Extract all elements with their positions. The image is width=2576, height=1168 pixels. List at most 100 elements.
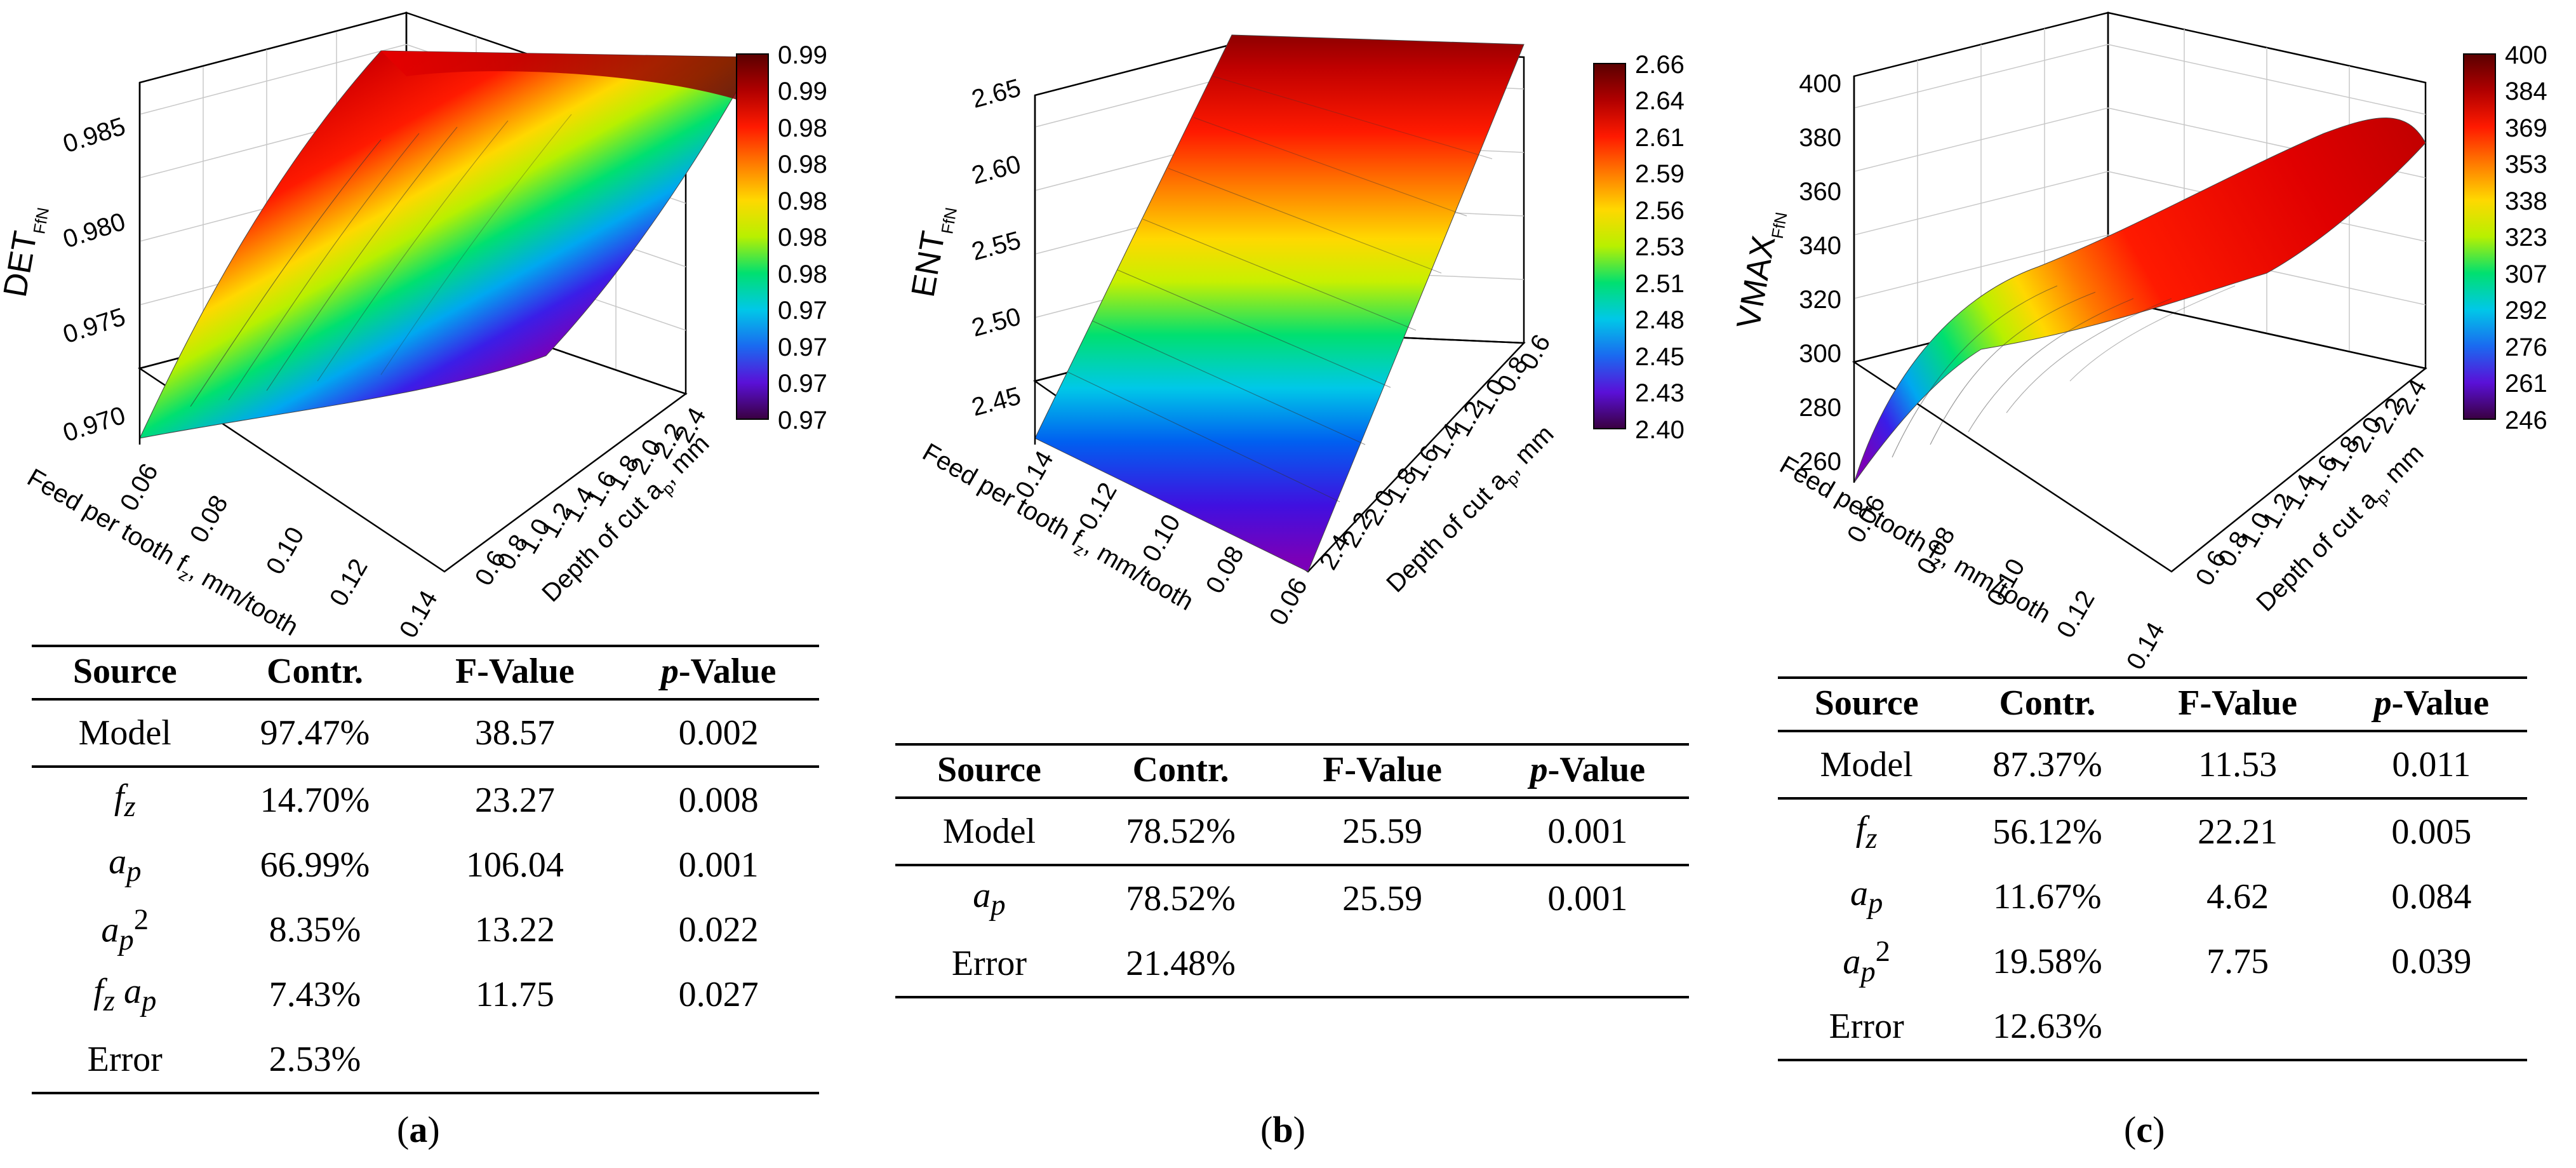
header-p: p-Value: [618, 645, 819, 701]
table-row: Error 2.53%: [32, 1027, 819, 1094]
z-tick: 2.60: [969, 150, 1024, 190]
z-tick: 0.985: [60, 112, 129, 159]
colorbar-tick: 2.56: [1635, 197, 1685, 225]
colorbar-tick: 353: [2505, 151, 2547, 178]
plot-c-surface: [1853, 117, 2426, 483]
table-row: fz 56.12% 22.21 0.005: [1778, 798, 2527, 864]
colorbar-tick: 0.97: [778, 370, 827, 398]
x-tick: 0.06: [115, 459, 164, 516]
x-tick: 0.14: [2121, 618, 2170, 675]
plot-a-colorbar: 0.99 0.99 0.98 0.98 0.98 0.98 0.98 0.97 …: [736, 41, 827, 434]
z-tick: 0.970: [60, 401, 129, 448]
z-tick: 380: [1799, 124, 1841, 152]
colorbar-tick: 2.51: [1635, 270, 1685, 298]
table-row: ap 78.52% 25.59 0.001: [895, 865, 1689, 931]
colorbar-tick: 0.98: [778, 260, 827, 288]
term-ap: ap: [973, 875, 1006, 922]
x-tick: 0.10: [1137, 510, 1186, 567]
x-tick: 0.10: [261, 523, 310, 579]
colorbar-tick: 261: [2505, 370, 2547, 398]
term-ap: ap: [1850, 873, 1883, 920]
term-fz: fz: [1855, 809, 1878, 856]
plot-c-x-axis: 0.06 0.08 0.10 0.12 0.14 Feed per tooth …: [1773, 451, 2170, 675]
table-row: ap2 19.58% 7.75 0.039: [1778, 929, 2527, 994]
z-tick: 300: [1799, 340, 1841, 368]
header-contr: Contr.: [1083, 743, 1279, 799]
colorbar-tick: 384: [2505, 77, 2547, 105]
z-tick: 2.45: [969, 382, 1024, 422]
z-tick: 320: [1799, 286, 1841, 314]
plot-a-surface: [139, 50, 756, 439]
z-tick: 2.50: [969, 302, 1024, 342]
colorbar-tick: 0.97: [778, 297, 827, 325]
plot-a-y-axis: 0.6 0.8 1.0 1.2 1.4 1.6 1.8 2.0 2.2 2.4 …: [470, 403, 715, 607]
plot-a-x-axis: 0.06 0.08 0.10 0.12 0.14 Feed per tooth …: [20, 459, 443, 645]
table-row: Error 12.63%: [1778, 994, 2527, 1061]
colorbar-tick: 2.64: [1635, 87, 1685, 115]
colorbar-tick: 323: [2505, 224, 2547, 252]
colorbar-tick: 276: [2505, 333, 2547, 361]
table-row: Error 21.48%: [895, 931, 1689, 998]
colorbar-tick: 0.97: [778, 333, 827, 361]
table-row: Model 87.37% 11.53 0.011: [1778, 731, 2527, 800]
anova-table-c: Source Contr. F-Value p-Value Model 87.37…: [1778, 676, 2527, 1061]
plot-b-colorbar: 2.66 2.64 2.61 2.59 2.56 2.53 2.51 2.48 …: [1593, 51, 1685, 444]
x-tick: 0.08: [185, 491, 234, 547]
colorbar-tick: 2.40: [1635, 416, 1685, 444]
z-tick: 2.55: [969, 226, 1024, 266]
table-row: fz ap 7.43% 11.75 0.027: [32, 962, 819, 1027]
colorbar-tick: 2.53: [1635, 233, 1685, 261]
z-axis-label: VMAXFfN: [1730, 207, 1791, 333]
plot-c-colorbar: 400 384 369 353 338 323 307 292 276 261 …: [2463, 41, 2547, 434]
colorbar-tick: 400: [2505, 41, 2547, 69]
colorbar-tick: 0.99: [778, 41, 827, 69]
x-tick: 0.08: [1201, 542, 1250, 598]
header-source: Source: [32, 645, 218, 701]
anova-table-b: Source Contr. F-Value p-Value Model 78.52…: [895, 743, 1689, 998]
header-source: Source: [895, 743, 1083, 799]
colorbar-tick: 0.98: [778, 187, 827, 215]
header-source: Source: [1778, 676, 1956, 732]
z-tick: 260: [1799, 448, 1841, 476]
x-tick: 0.06: [1264, 574, 1313, 630]
plot-a-z-axis: 0.970 0.975 0.980 0.985 DETFfN: [0, 83, 141, 448]
header-p: p-Value: [1486, 743, 1689, 799]
z-tick: 360: [1799, 178, 1841, 206]
colorbar-tick: 2.61: [1635, 124, 1685, 152]
colorbar-tick: 2.48: [1635, 306, 1685, 334]
plot-b-z-axis: 2.45 2.50 2.55 2.60 2.65 ENTFfN: [905, 74, 1036, 445]
z-axis-label: DETFfN: [0, 202, 53, 300]
x-tick: 0.12: [324, 554, 373, 611]
colorbar-tick: 2.66: [1635, 51, 1685, 79]
term-fz: fz: [114, 777, 136, 824]
table-row: Model 78.52% 25.59 0.001: [895, 798, 1689, 866]
colorbar-tick: 0.99: [778, 77, 827, 105]
caption-a: (a): [397, 1109, 440, 1150]
header-contr: Contr.: [218, 645, 412, 701]
z-axis-label: ENTFfN: [905, 202, 961, 300]
header-f: F-Value: [1278, 743, 1486, 799]
colorbar-tick: 2.45: [1635, 343, 1685, 371]
plot-a: 0.970 0.975 0.980 0.985 DETFfN 0.06 0.08…: [0, 11, 827, 643]
x-axis-label: Feed per tooth fz, mm/tooth: [20, 464, 303, 645]
z-tick: 0.975: [60, 303, 129, 349]
table-row: ap 66.99% 106.04 0.001: [32, 833, 819, 897]
caption-c: (c): [2124, 1109, 2165, 1150]
table-row: ap2 8.35% 13.22 0.022: [32, 897, 819, 962]
x-tick: 0.12: [2052, 586, 2100, 643]
header-f: F-Value: [411, 645, 618, 701]
x-axis-label: Feed per tooth fz, mm/tooth: [1773, 451, 2055, 633]
z-tick: 2.65: [969, 74, 1024, 114]
z-tick: 280: [1799, 394, 1841, 422]
colorbar-tick: 0.98: [778, 114, 827, 142]
colorbar-tick: 338: [2505, 187, 2547, 215]
colorbar-tick: 0.98: [778, 224, 827, 252]
colorbar-tick: 2.43: [1635, 379, 1685, 407]
term-fz-ap: fz ap: [93, 971, 157, 1018]
term-ap2: ap2: [1843, 935, 1890, 988]
term-ap2: ap2: [101, 903, 149, 957]
z-tick: 400: [1799, 70, 1841, 98]
colorbar-tick: 0.98: [778, 151, 827, 178]
header-p: p-Value: [2335, 676, 2527, 732]
